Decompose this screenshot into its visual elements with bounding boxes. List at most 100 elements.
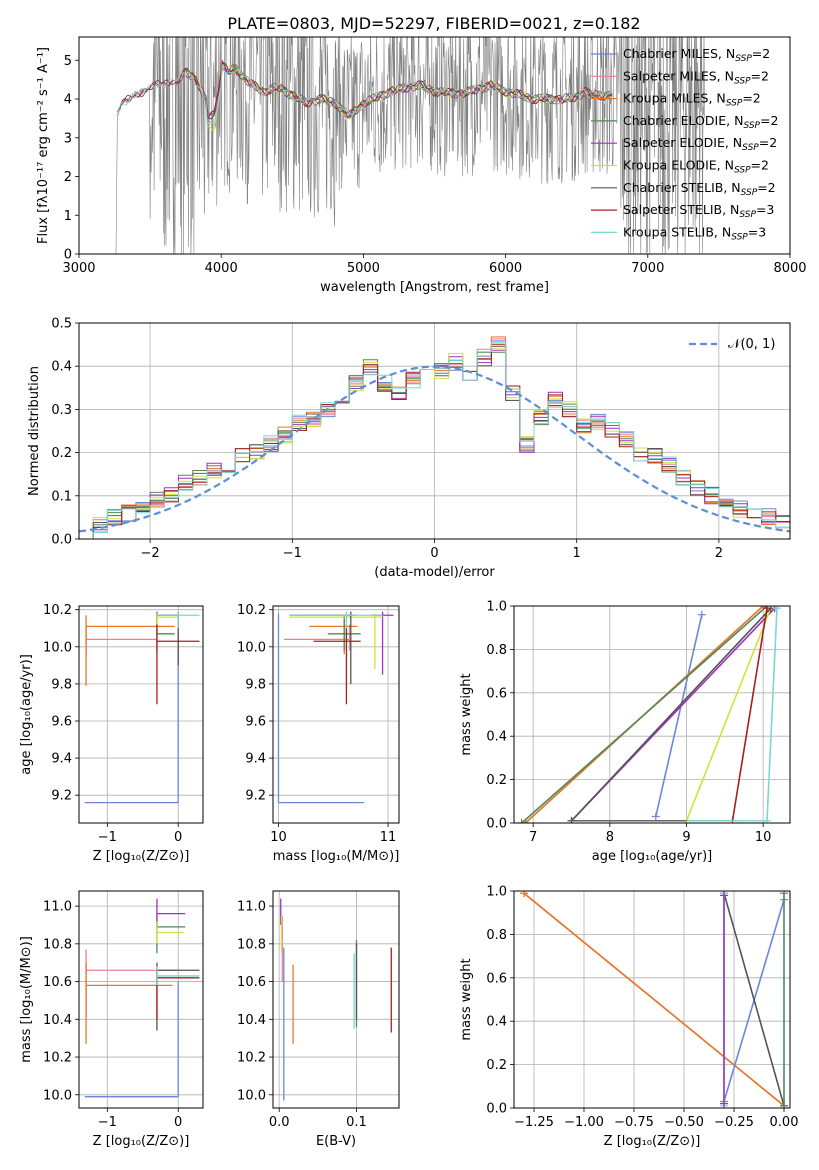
weight-line	[766, 608, 778, 821]
x-tick-label: 2	[715, 546, 723, 561]
plot-area	[79, 336, 790, 539]
weight-marker	[772, 606, 781, 613]
legend-label: Chabrier MILES, NSSP=2	[623, 46, 770, 64]
y-tick-label: 5	[64, 54, 72, 69]
weight-line	[570, 607, 772, 822]
y-tick-label: 10.0	[43, 1088, 72, 1103]
residual-panel: −2 −1 0 1 2 0.0 0.1 0.2 0.3 0.4 0.5 (data-model)/er…	[27, 317, 791, 580]
legend-label: Salpeter MILES, NSSP=2	[623, 68, 769, 86]
y-tick-label: 0.2	[51, 446, 72, 461]
plot-area	[115, 37, 705, 254]
y-tick-label: 0.4	[51, 360, 72, 375]
y-tick-label: 10.0	[237, 640, 266, 655]
legend-label: Salpeter ELODIE, NSSP=2	[623, 135, 777, 153]
x-tick-label: −1	[98, 830, 117, 845]
y-tick-label: 2	[64, 170, 72, 185]
weight-marker	[520, 891, 528, 898]
x-tick-label: 0	[174, 1115, 182, 1130]
y-tick-label: 0	[64, 248, 72, 263]
x-tick-label: 0	[430, 546, 438, 561]
x-tick-label: −0.50	[664, 1115, 704, 1130]
y-tick-label: 9.8	[51, 677, 72, 692]
y-tick-label: 0.4	[486, 730, 507, 745]
x-axis-label: Z [log₁₀(Z/Z⊙)]	[93, 1134, 190, 1149]
weight-line	[685, 607, 772, 822]
y-tick-label: 0.6	[486, 686, 507, 701]
y-tick-label: 11.0	[237, 900, 266, 915]
x-tick-label: 5000	[347, 261, 380, 276]
y-tick-label: 11.0	[43, 900, 72, 915]
y-tick-label: 9.6	[245, 714, 266, 729]
y-tick-label: 9.2	[51, 789, 72, 804]
histogram-step	[79, 343, 790, 539]
x-tick-label: 9	[682, 830, 690, 845]
y-tick-label: 10.8	[237, 937, 266, 952]
y-tick-label: 10.0	[237, 1088, 266, 1103]
y-tick-label: 1.0	[486, 885, 507, 900]
y-tick-label: 0.1	[51, 489, 72, 504]
weight-marker	[720, 891, 728, 900]
weight-z-panel: −1.25 −1.00 −0.75 −0.50 −0.25 0.00 0.0 0.2 0.4 0.…	[459, 885, 798, 1150]
axes-frame	[272, 890, 400, 1109]
y-tick-label: 0.0	[51, 533, 72, 548]
x-tick-label: −0.25	[714, 1115, 754, 1130]
x-tick-label: 0.00	[770, 1115, 799, 1130]
plot-area	[84, 898, 200, 1098]
y-tick-label: 10.4	[237, 1013, 266, 1028]
x-axis-label: (data-model)/error	[374, 565, 495, 580]
weight-marker	[763, 606, 771, 613]
legend-label: Salpeter STELIB, NSSP=3	[623, 202, 774, 220]
plot-area	[84, 611, 200, 804]
spectrum-panel: 3000 4000 5000 6000 7000 8000 0 1 2 3 4 5 wavelength…	[36, 36, 807, 295]
axes-frame	[513, 605, 791, 824]
x-tick-label: 0.0	[269, 1115, 290, 1130]
age-mass-panel: 10 11 9.2 9.4 9.6 9.8 10.0 10.2 mass [log₁₀(M/M⊙…	[237, 603, 400, 864]
legend-label: Kroupa MILES, NSSP=2	[623, 91, 761, 109]
legend-label: Kroupa ELODIE, NSSP=2	[623, 158, 769, 176]
axes-frame	[78, 322, 791, 540]
y-tick-label: 10.6	[43, 975, 72, 990]
axes-frame	[78, 36, 791, 255]
y-tick-label: 1	[64, 209, 72, 224]
x-tick-label: 3000	[62, 261, 95, 276]
model-spectrum	[116, 65, 613, 127]
x-tick-label: 0.1	[346, 1115, 367, 1130]
y-tick-label: 10.2	[43, 603, 72, 618]
x-tick-label: −1	[283, 546, 302, 561]
y-tick-label: 0.8	[486, 643, 507, 658]
mass-ebv-panel: 0.0 0.1 10.0 10.2 10.4 10.6 10.8 11.0 E(B-V)	[237, 890, 400, 1149]
axes-frame	[78, 890, 204, 1109]
y-tick-label: 10.8	[43, 937, 72, 952]
histogram-step	[79, 347, 790, 539]
x-tick-label: 1	[573, 546, 581, 561]
legend-label: Chabrier STELIB, NSSP=2	[623, 180, 776, 198]
plot-area	[520, 891, 788, 1108]
weight-marker	[517, 819, 526, 823]
y-tick-label: 9.8	[245, 677, 266, 692]
data-spectrum	[115, 37, 705, 254]
x-axis-label: age [log₁₀(age/yr)]	[592, 849, 713, 864]
y-axis-label: mass [log₁₀(M/M⊙)]	[19, 936, 34, 1063]
x-tick-label: 8000	[773, 261, 806, 276]
y-tick-label: 10.4	[43, 1013, 72, 1028]
weight-line	[523, 892, 785, 1107]
x-tick-label: −1.00	[564, 1115, 604, 1130]
x-tick-label: 11	[380, 830, 397, 845]
x-tick-label: 7	[529, 830, 537, 845]
weight-line	[655, 614, 703, 817]
y-tick-label: 1.0	[486, 600, 507, 615]
x-axis-label: E(B-V)	[316, 1134, 356, 1149]
y-tick-label: 0.2	[486, 1058, 507, 1073]
weight-age-panel: 7 8 9 10 0.0 0.2 0.4 0.6 0.8 1.0 age [log₁₀(age/yr…	[459, 600, 791, 864]
y-tick-label: 9.6	[51, 714, 72, 729]
mass-z-panel: −1 0 10.0 10.2 10.4 10.6 10.8 11.0 Z [log₁₀(Z/Z⊙…	[19, 890, 204, 1149]
legend: Chabrier MILES, NSSP=2 Salpeter MILES, NS…	[591, 46, 778, 242]
weight-marker	[651, 812, 660, 821]
x-tick-label: 10	[270, 830, 287, 845]
weight-marker	[780, 891, 788, 898]
y-tick-label: 4	[64, 93, 72, 108]
x-tick-label: −1	[98, 1115, 117, 1130]
y-tick-label: 0.8	[486, 928, 507, 943]
plot-area	[517, 606, 781, 823]
